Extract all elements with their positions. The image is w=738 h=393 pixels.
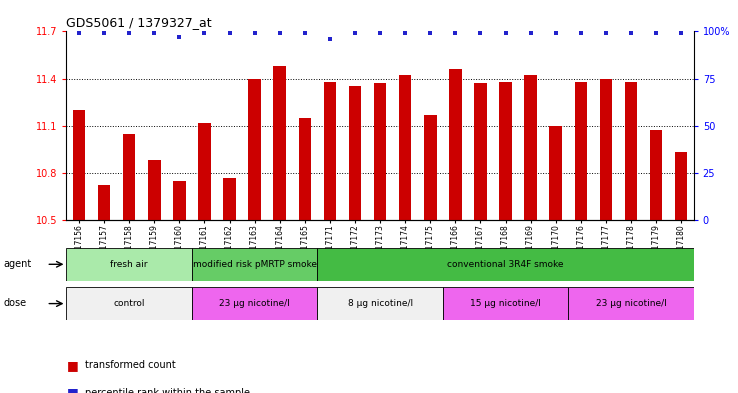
Bar (317, 248, 694, 281)
Bar (192, 248, 317, 281)
Bar (348, 86, 362, 220)
Text: ■: ■ (66, 359, 78, 372)
Point (625, 30, 637, 37)
Point (324, 36, 336, 42)
Point (73, 30, 85, 37)
Point (123, 30, 135, 37)
Point (374, 30, 386, 37)
Text: modified risk pMRTP smoke: modified risk pMRTP smoke (193, 260, 317, 269)
Point (525, 30, 537, 37)
Point (575, 30, 587, 37)
Bar (97, 185, 111, 220)
Text: GDS5061 / 1379327_at: GDS5061 / 1379327_at (66, 16, 212, 29)
Bar (66, 248, 192, 281)
Bar (123, 134, 136, 220)
Point (224, 30, 235, 37)
Point (424, 30, 436, 37)
Text: 23 μg nicotine/l: 23 μg nicotine/l (596, 299, 666, 308)
Text: control: control (114, 299, 145, 308)
Text: transformed count: transformed count (85, 360, 176, 371)
Bar (624, 82, 638, 220)
Bar (424, 115, 437, 220)
Bar (649, 130, 663, 220)
Point (449, 30, 461, 37)
Bar (148, 160, 160, 220)
Point (600, 30, 612, 37)
Text: percentile rank within the sample: percentile rank within the sample (85, 388, 250, 393)
Point (148, 30, 160, 37)
Point (550, 30, 562, 37)
Point (475, 30, 486, 37)
Bar (524, 75, 537, 220)
Point (274, 30, 286, 37)
Point (299, 30, 311, 37)
Bar (568, 287, 694, 320)
Bar (73, 110, 86, 220)
Text: conventional 3R4F smoke: conventional 3R4F smoke (447, 260, 564, 269)
Bar (66, 287, 192, 320)
Bar (574, 82, 587, 220)
Bar (198, 123, 211, 220)
Text: 23 μg nicotine/l: 23 μg nicotine/l (219, 299, 290, 308)
Point (98, 30, 110, 37)
Bar (373, 83, 387, 220)
Bar (192, 287, 317, 320)
Point (650, 30, 662, 37)
Point (199, 30, 210, 37)
Bar (499, 82, 512, 220)
Bar (449, 69, 462, 220)
Point (675, 30, 687, 37)
Point (349, 30, 361, 37)
Text: 15 μg nicotine/l: 15 μg nicotine/l (470, 299, 541, 308)
Bar (549, 126, 562, 220)
Bar (273, 66, 286, 220)
Text: dose: dose (4, 298, 27, 309)
Bar (173, 181, 186, 220)
Text: 8 μg nicotine/l: 8 μg nicotine/l (348, 299, 413, 308)
Bar (599, 79, 613, 220)
Text: ■: ■ (66, 386, 78, 393)
Text: fresh air: fresh air (111, 260, 148, 269)
Point (500, 30, 511, 37)
Bar (317, 287, 443, 320)
Bar (223, 178, 236, 220)
Bar (399, 75, 412, 220)
Point (249, 30, 261, 37)
Text: agent: agent (4, 259, 32, 269)
Bar (443, 287, 568, 320)
Bar (474, 83, 487, 220)
Point (173, 34, 185, 40)
Point (399, 30, 411, 37)
Bar (248, 79, 261, 220)
Bar (298, 118, 311, 220)
Bar (675, 152, 688, 220)
Bar (323, 82, 337, 220)
